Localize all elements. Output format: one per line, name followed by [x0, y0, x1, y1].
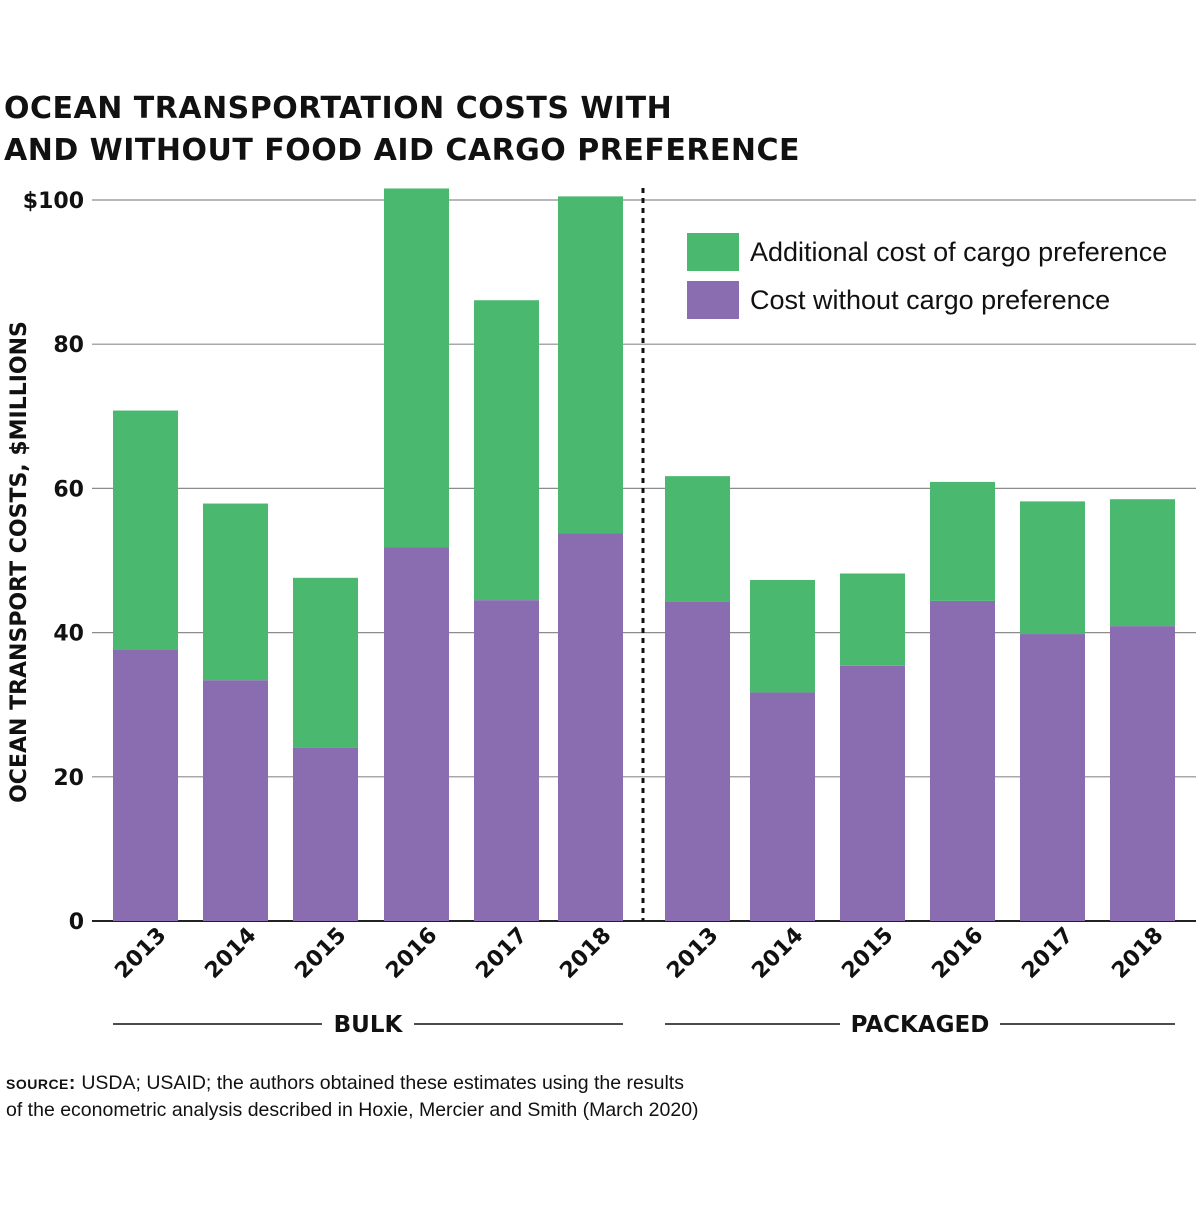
x-tick-label-bulk-2013: 2013 — [110, 923, 171, 984]
y-tick-label-40: 40 — [53, 622, 84, 647]
bar-bulk-2017-additional-cost — [474, 300, 539, 601]
y-tick-label-100: $100 — [23, 189, 84, 214]
bars — [113, 188, 1175, 921]
bar-packaged-2015-additional-cost — [840, 573, 905, 666]
legend-swatch-1 — [687, 281, 739, 319]
bar-packaged-2018-additional-cost — [1110, 499, 1175, 627]
x-tick-label-bulk-2014: 2014 — [200, 923, 261, 984]
bar-packaged-2013-cost-without — [665, 601, 730, 921]
x-tick-label-packaged-2016: 2016 — [927, 923, 988, 984]
y-tick-label-80: 80 — [53, 333, 84, 358]
bar-bulk-2016-additional-cost — [384, 188, 449, 548]
bar-packaged-2014-additional-cost — [750, 579, 815, 693]
bar-bulk-2015-additional-cost — [293, 577, 358, 748]
x-tick-label-packaged-2013: 2013 — [662, 923, 723, 984]
x-tick-label-packaged-2015: 2015 — [837, 923, 898, 984]
group-label-bulk: BULK — [334, 1012, 404, 1038]
chart-title-line-1: OCEAN TRANSPORTATION COSTS WITH — [4, 91, 673, 126]
bar-bulk-2018-additional-cost — [558, 196, 623, 534]
x-tick-label-packaged-2018: 2018 — [1107, 923, 1168, 984]
x-tick-label-packaged-2017: 2017 — [1017, 923, 1078, 984]
bar-bulk-2014-additional-cost — [203, 503, 268, 681]
bar-bulk-2013-additional-cost — [113, 410, 178, 650]
bar-bulk-2015-cost-without — [293, 747, 358, 921]
legend-label-0: Additional cost of cargo preference — [750, 237, 1167, 267]
chart-title: OCEAN TRANSPORTATION COSTS WITH AND WITH… — [4, 88, 800, 172]
bar-bulk-2018-cost-without — [558, 533, 623, 921]
bar-bulk-2014-cost-without — [203, 680, 268, 921]
stacked-bar-chart: 0 20 40 60 80 $100 OCEAN TRANSPORT COSTS, $MIL… — [7, 188, 1196, 1038]
group-label-packaged: PACKAGED — [851, 1012, 990, 1038]
bar-packaged-2016-additional-cost — [930, 481, 995, 601]
bar-packaged-2018-cost-without — [1110, 626, 1175, 921]
legend: Additional cost of cargo preference Cost … — [687, 233, 1167, 319]
legend-swatch-0 — [687, 233, 739, 271]
bar-packaged-2014-cost-without — [750, 692, 815, 921]
source-label: source: — [6, 1072, 76, 1094]
x-tick-label-bulk-2015: 2015 — [290, 923, 351, 984]
y-tick-label-0: 0 — [69, 910, 84, 935]
group-labels: BULK PACKAGED — [113, 1012, 1175, 1038]
x-tick-label-packaged-2014: 2014 — [747, 923, 808, 984]
source-note: source: USDA; USAID; the authors obtaine… — [6, 1070, 699, 1124]
y-axis-title: OCEAN TRANSPORT COSTS, $MILLIONS — [7, 321, 32, 803]
bar-bulk-2017-cost-without — [474, 600, 539, 921]
x-tick-label-bulk-2016: 2016 — [381, 923, 442, 984]
source-line-2: of the econometric analysis described in… — [6, 1099, 699, 1121]
bar-packaged-2016-cost-without — [930, 600, 995, 921]
y-tick-label-20: 20 — [53, 766, 84, 791]
y-tick-label-60: 60 — [53, 477, 84, 502]
source-line-1: USDA; USAID; the authors obtained these … — [81, 1072, 684, 1094]
x-tick-label-bulk-2017: 2017 — [471, 923, 532, 984]
legend-label-1: Cost without cargo preference — [750, 285, 1110, 315]
bar-packaged-2015-cost-without — [840, 665, 905, 921]
bar-packaged-2017-cost-without — [1020, 634, 1085, 921]
bar-packaged-2013-additional-cost — [665, 476, 730, 602]
x-tick-label-bulk-2018: 2018 — [555, 923, 616, 984]
bar-packaged-2017-additional-cost — [1020, 501, 1085, 635]
bar-bulk-2016-cost-without — [384, 547, 449, 921]
bar-bulk-2013-cost-without — [113, 649, 178, 921]
chart-title-line-2: AND WITHOUT FOOD AID CARGO PREFERENCE — [4, 133, 801, 168]
